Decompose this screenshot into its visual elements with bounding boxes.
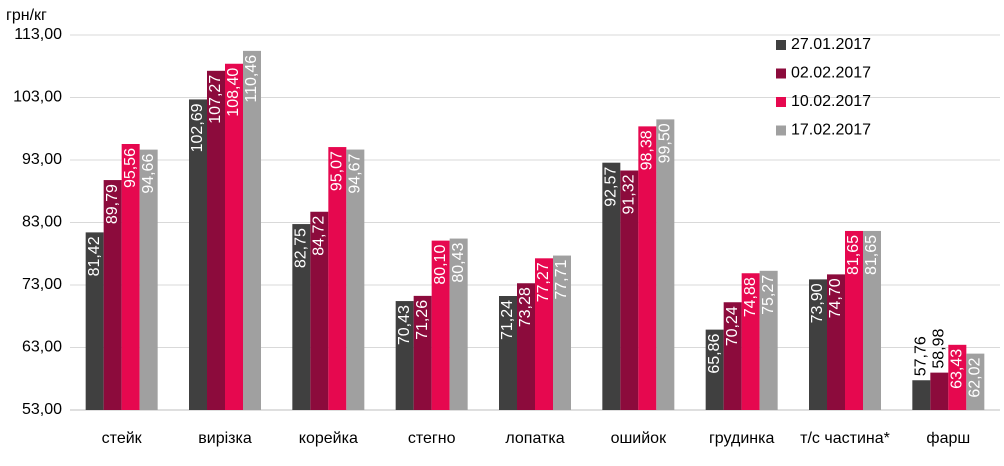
value-label: 89,79 [104,184,121,224]
x-tick-label: корейка [299,430,358,447]
y-tick-label: 113,00 [14,26,62,43]
legend-label: 10.02.2017 [791,93,871,110]
value-label: 74,88 [742,277,759,317]
y-tick-label: 103,00 [13,89,62,106]
value-label: 107,27 [207,75,224,124]
y-tick-label: 83,00 [22,214,62,231]
legend-swatch [776,68,786,79]
legend-swatch [776,125,786,136]
value-label: 65,86 [706,334,723,374]
value-label: 70,43 [396,305,413,345]
bar [292,224,311,410]
value-label: 91,32 [621,174,638,214]
bar [930,372,949,410]
x-tick-label: т/с частина* [800,430,890,447]
bar [499,296,517,410]
bar [723,302,742,410]
bar [395,301,414,410]
value-label: 95,07 [329,151,346,191]
bar [225,63,243,410]
value-label: 82,75 [293,228,310,268]
bar [243,50,261,410]
value-label: 58,98 [931,328,948,368]
value-label: 92,57 [603,167,620,207]
value-label: 77,27 [535,262,552,302]
value-label: 95,56 [122,148,139,188]
value-label: 108,40 [225,68,242,117]
value-label: 75,27 [760,275,777,315]
bar [620,170,639,410]
value-label: 102,69 [189,103,206,152]
value-label: 80,43 [450,242,467,282]
bar [638,126,657,410]
x-tick-label: стейк [102,430,143,447]
bar [449,238,468,410]
value-label: 77,71 [553,259,570,299]
x-tick-label: вирізка [198,430,252,447]
bar [535,258,553,410]
value-label: 70,24 [724,306,741,346]
value-label: 94,66 [140,154,157,194]
bar [863,230,881,410]
bar [553,255,571,410]
bar [310,211,329,410]
value-label: 73,90 [809,283,826,323]
value-label: 63,43 [949,349,966,389]
value-label: 71,26 [414,300,431,340]
y-tick-label: 73,00 [22,276,62,293]
y-axis-label: грн/кг [6,7,47,24]
bar [912,380,931,410]
bar [827,274,845,410]
bar [602,162,621,410]
bar [809,279,827,410]
legend-swatch [776,40,786,50]
bar [189,99,207,410]
bar [103,180,122,410]
value-label: 81,65 [845,235,862,275]
y-tick-label: 63,00 [22,339,62,356]
bar [346,149,365,410]
bar [656,119,675,410]
bar [85,232,104,410]
x-tick-label: грудинка [709,430,774,447]
legend-swatch [776,97,786,107]
y-tick-label: 93,00 [22,151,62,168]
bar [845,230,863,410]
bar [413,295,432,410]
value-label: 71,24 [499,300,516,340]
bar [139,149,158,410]
bar [741,273,760,410]
value-label: 110,46 [243,55,260,103]
value-label: 98,38 [639,130,656,170]
legend-label: 27.01.2017 [791,36,871,53]
value-label: 62,02 [967,358,984,398]
legend-label: 17.02.2017 [791,122,871,139]
bar [966,353,985,410]
y-tick-label: 53,00 [22,401,62,418]
x-tick-label: ошийок [611,430,668,447]
value-label: 73,28 [517,287,534,327]
bar [517,283,535,410]
value-label: 80,10 [432,245,449,285]
bar [705,329,724,410]
value-label: 74,70 [827,278,844,318]
bar [759,270,778,410]
bar [328,147,347,410]
bar [431,240,450,410]
value-label: 81,42 [86,236,103,276]
value-label: 57,76 [913,336,930,376]
x-tick-label: лопатка [505,430,564,447]
legend-label: 02.02.2017 [791,65,871,82]
value-label: 84,72 [311,216,328,256]
x-tick-label: стегно [408,430,456,447]
bar [207,70,225,410]
value-label: 99,50 [657,123,674,163]
bar [121,144,140,410]
value-label: 81,65 [863,235,880,275]
bar [948,344,967,410]
value-label: 94,67 [347,153,364,193]
x-tick-label: фарш [926,430,970,447]
